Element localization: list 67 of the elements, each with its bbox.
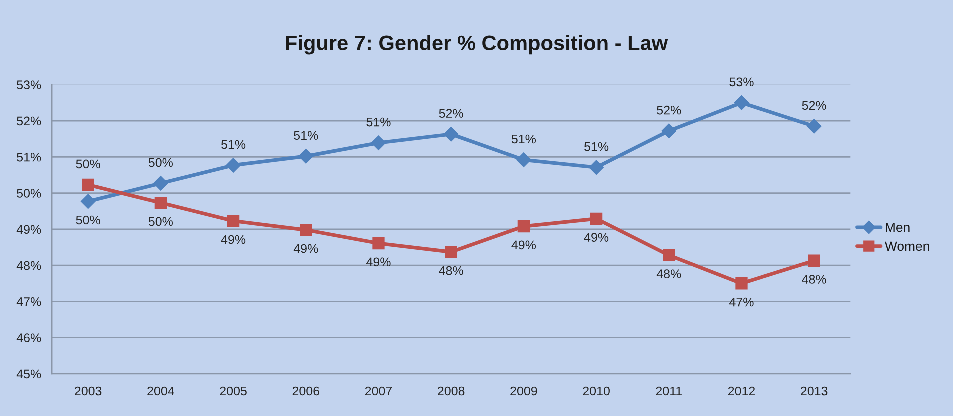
x-tick-label: 2012 bbox=[728, 386, 756, 396]
y-tick-label: 53% bbox=[17, 80, 42, 90]
data-label: 48% bbox=[439, 266, 464, 276]
data-label: 48% bbox=[656, 270, 682, 279]
x-tick-label: 2006 bbox=[292, 386, 320, 396]
x-tick-label: 2005 bbox=[220, 386, 247, 396]
point bbox=[808, 254, 820, 267]
data-label: 49% bbox=[512, 240, 536, 250]
point bbox=[154, 196, 168, 210]
data-label: 48% bbox=[802, 275, 826, 284]
y-tick-label: 48% bbox=[16, 261, 42, 270]
y-tick-label: 46% bbox=[16, 334, 42, 342]
chart-title: Figure 7: Gender % Composition - Law bbox=[286, 35, 668, 55]
point bbox=[82, 178, 94, 192]
data-label: 50% bbox=[148, 217, 173, 226]
data-label: 51% bbox=[222, 140, 246, 150]
x-tick-label: 2007 bbox=[365, 386, 392, 396]
x-tick-label: 2004 bbox=[148, 386, 174, 396]
point bbox=[227, 215, 240, 228]
point bbox=[734, 96, 750, 110]
y-tick-label: 50% bbox=[17, 189, 42, 198]
data-label: 49% bbox=[294, 244, 318, 254]
data-label: 51% bbox=[294, 131, 318, 140]
y-tick-label: 52% bbox=[17, 116, 42, 126]
point bbox=[298, 149, 314, 164]
data-label: 52% bbox=[657, 106, 682, 115]
legend-label: Women bbox=[885, 242, 930, 252]
data-label: 51% bbox=[584, 142, 609, 152]
data-label: 49% bbox=[221, 235, 246, 244]
y-tick-label: 51% bbox=[17, 153, 42, 162]
data-label: 49% bbox=[366, 258, 391, 267]
point bbox=[518, 220, 530, 233]
point bbox=[372, 237, 385, 250]
data-label: 51% bbox=[366, 118, 391, 127]
point bbox=[445, 246, 458, 258]
legend-label: Men bbox=[886, 222, 910, 232]
point bbox=[226, 158, 241, 173]
point bbox=[736, 278, 748, 290]
point bbox=[589, 160, 604, 176]
data-label: 52% bbox=[439, 109, 464, 118]
x-tick-label: 2008 bbox=[438, 386, 465, 396]
point bbox=[80, 194, 96, 209]
point bbox=[516, 152, 532, 168]
x-tick-label: 2010 bbox=[583, 386, 610, 396]
point bbox=[300, 224, 312, 236]
data-label: 47% bbox=[730, 298, 754, 307]
x-tick-label: 2011 bbox=[656, 386, 682, 396]
data-label: 50% bbox=[76, 160, 100, 169]
data-label: 51% bbox=[512, 134, 536, 144]
point bbox=[154, 176, 168, 191]
point bbox=[444, 126, 459, 142]
x-tick-label: 2013 bbox=[801, 386, 828, 396]
y-tick-label: 47% bbox=[16, 298, 42, 306]
x-tick-label: 2009 bbox=[510, 386, 538, 396]
data-label: 52% bbox=[802, 101, 826, 110]
point bbox=[662, 124, 677, 139]
y-tick-label: 49% bbox=[16, 225, 42, 234]
y-tick-label: 45% bbox=[16, 370, 42, 379]
point bbox=[590, 212, 603, 226]
data-label: 53% bbox=[730, 78, 754, 87]
data-label: 50% bbox=[76, 216, 100, 225]
point bbox=[806, 119, 822, 134]
data-label: 49% bbox=[584, 233, 609, 242]
data-label: 50% bbox=[148, 158, 173, 168]
x-tick-label: 2003 bbox=[75, 386, 102, 396]
point bbox=[371, 136, 386, 150]
point bbox=[663, 249, 676, 262]
